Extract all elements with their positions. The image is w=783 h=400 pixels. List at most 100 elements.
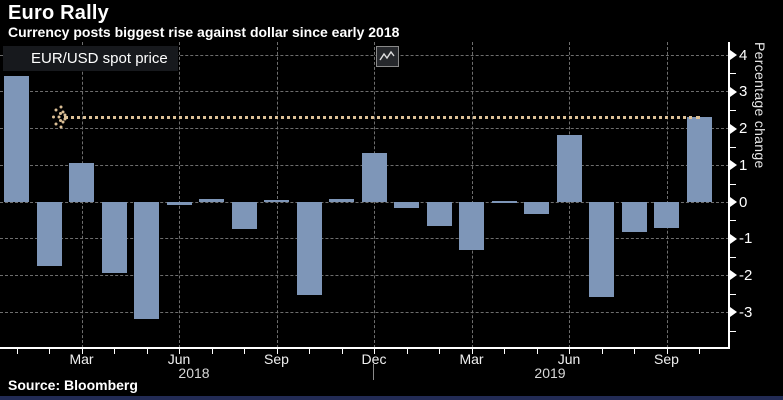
y-tick-arrow — [730, 123, 737, 134]
x-tick — [439, 349, 440, 354]
x-tick-label: Jun — [167, 351, 191, 367]
x-tick — [146, 349, 148, 354]
bar-oct-2019 — [686, 117, 712, 202]
bar-aug-2019 — [621, 202, 647, 233]
bar-jan-2018 — [4, 76, 29, 202]
y-tick-label: 0 — [739, 193, 748, 211]
bar-mar-2019 — [459, 202, 484, 251]
gridline-horizontal — [0, 238, 729, 240]
bar-may-2018 — [134, 202, 159, 319]
gridline-vertical — [276, 42, 278, 348]
chart-type-button[interactable] — [376, 46, 399, 67]
line-chart-icon — [379, 50, 395, 61]
x-tick — [309, 349, 310, 354]
y-tick-minor — [730, 330, 736, 332]
x-tick — [244, 349, 245, 354]
year-label: 2018 — [178, 365, 210, 381]
legend[interactable]: EUR/USD spot price — [3, 46, 178, 71]
y-tick-arrow — [730, 197, 737, 207]
gridline-horizontal — [0, 128, 729, 130]
x-tick — [504, 349, 505, 354]
bar-jun-2018 — [166, 202, 192, 205]
bar-dec-2018 — [361, 152, 387, 202]
page-subtitle: Currency posts biggest rise against doll… — [8, 24, 400, 40]
legend-swatch — [12, 52, 25, 65]
burst-decoration-icon — [52, 105, 67, 129]
x-tick-label: Mar — [69, 351, 94, 367]
x-tick-label: Sep — [654, 351, 679, 367]
bar-oct-2018 — [296, 202, 322, 295]
y-tick-minor — [730, 110, 736, 112]
x-tick — [634, 349, 635, 354]
plot-area — [0, 42, 729, 348]
bar-aug-2018 — [231, 202, 257, 230]
bottom-border — [0, 396, 783, 400]
year-separator — [373, 364, 374, 380]
x-tick — [406, 349, 408, 354]
bar-jun-2019 — [556, 134, 582, 202]
y-axis-line — [728, 42, 730, 349]
y-tick-label: 3 — [739, 83, 748, 101]
y-tick-label: 1 — [739, 156, 748, 174]
y-tick-label: -1 — [739, 230, 753, 248]
x-tick — [114, 349, 115, 354]
y-tick-label: 4 — [739, 46, 748, 64]
y-tick-minor — [730, 257, 736, 259]
y-tick-arrow — [730, 270, 737, 281]
x-tick — [49, 349, 50, 354]
x-tick — [471, 349, 473, 354]
x-tick — [601, 349, 603, 354]
bar-jan-2019 — [394, 202, 419, 208]
bar-jul-2018 — [199, 199, 224, 202]
bar-feb-2018 — [36, 202, 62, 267]
bar-jul-2019 — [589, 202, 614, 297]
y-tick-arrow — [730, 50, 737, 61]
bar-nov-2018 — [329, 199, 354, 202]
y-tick-minor — [730, 220, 736, 222]
y-tick-minor — [730, 293, 736, 295]
x-tick — [276, 349, 278, 354]
gridline-horizontal — [0, 311, 729, 313]
reference-line — [64, 115, 700, 119]
bar-sep-2018 — [264, 200, 289, 203]
x-tick — [179, 349, 180, 354]
gridline-horizontal — [0, 274, 729, 276]
x-tick-label: Mar — [459, 351, 484, 367]
page-title: Euro Rally — [8, 2, 109, 24]
gridline-vertical — [471, 42, 473, 348]
year-label: 2019 — [534, 365, 566, 381]
y-tick-arrow — [730, 307, 737, 318]
x-tick — [666, 349, 668, 354]
x-tick — [211, 349, 213, 354]
x-tick — [81, 349, 83, 354]
y-tick-label: -2 — [739, 266, 753, 284]
bar-apr-2018 — [101, 202, 127, 273]
y-tick-minor — [730, 73, 736, 75]
x-tick — [699, 349, 700, 354]
x-tick-label: Sep — [264, 351, 289, 367]
bar-may-2019 — [524, 202, 549, 215]
bar-apr-2019 — [491, 200, 517, 203]
x-tick-label: Jun — [557, 351, 581, 367]
y-tick-minor — [730, 146, 736, 148]
gridline-horizontal — [0, 201, 729, 203]
y-tick-arrow — [730, 233, 737, 244]
bar-sep-2019 — [654, 202, 679, 229]
source-label: Source: Bloomberg — [8, 377, 138, 393]
y-axis-title: Percentage change — [752, 42, 768, 169]
y-tick-label: 2 — [739, 120, 748, 138]
gridline-vertical — [666, 42, 668, 348]
bar-mar-2018 — [69, 162, 94, 202]
legend-label: EUR/USD spot price — [31, 50, 168, 67]
y-tick-arrow — [730, 160, 737, 171]
y-tick-minor — [730, 183, 736, 185]
y-tick-label: -3 — [739, 303, 753, 321]
x-tick — [536, 349, 538, 354]
x-axis-line — [0, 347, 730, 349]
x-tick — [569, 349, 570, 354]
x-tick-label: Dec — [361, 351, 387, 367]
bar-feb-2019 — [426, 202, 452, 226]
x-tick — [16, 349, 18, 354]
x-tick — [341, 349, 343, 354]
